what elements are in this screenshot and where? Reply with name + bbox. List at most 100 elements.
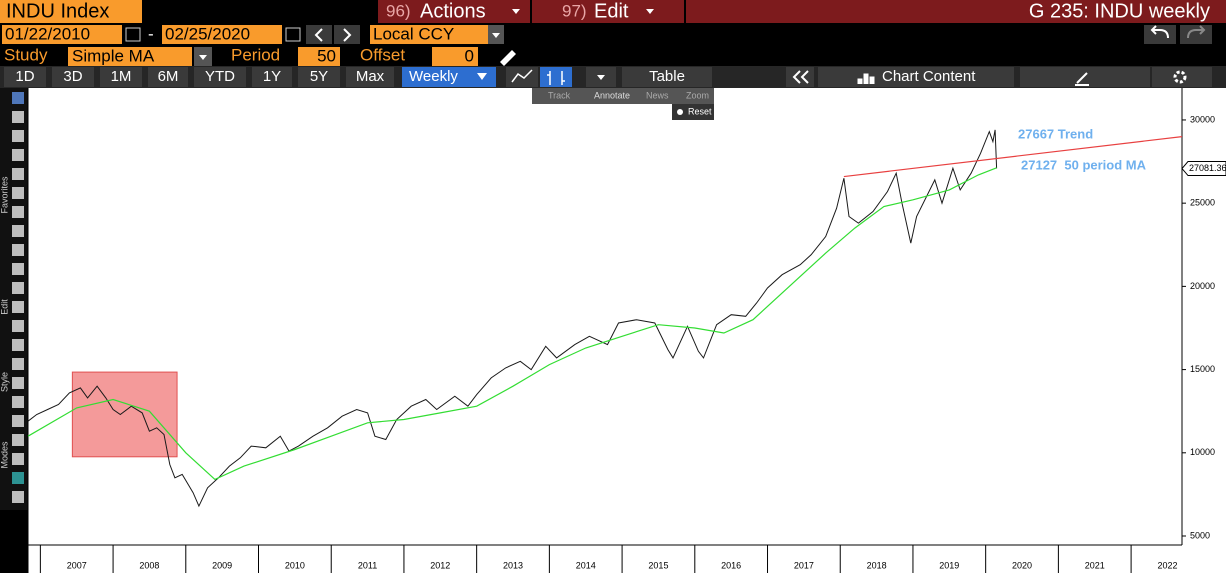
trend-line — [843, 135, 1183, 178]
period: 5Y — [310, 68, 328, 85]
security: INDU Index — [6, 0, 109, 22]
dropdown-arrow — [512, 9, 520, 14]
x-tick-label: 2021 — [1085, 560, 1105, 570]
title-bar — [686, 0, 1226, 23]
period: 1M — [111, 68, 132, 85]
period-button[interactable] — [4, 67, 46, 87]
collapse-button[interactable] — [786, 67, 814, 87]
page-title: G 235: INDU weekly — [1029, 0, 1210, 22]
currency-field[interactable] — [370, 25, 488, 44]
tool-icon[interactable] — [12, 339, 24, 351]
frequency-button[interactable] — [402, 67, 496, 87]
edit-number: 97) — [562, 1, 587, 20]
settings-icon — [1173, 70, 1187, 84]
table-button[interactable] — [622, 67, 712, 87]
tool-icon[interactable] — [12, 472, 24, 484]
tool-icon[interactable] — [12, 244, 24, 256]
tool-icon[interactable] — [12, 320, 24, 332]
chart-content: Chart Content — [882, 68, 976, 85]
period-button[interactable] — [194, 67, 246, 87]
end-date-field[interactable] — [162, 25, 282, 44]
security-field[interactable] — [0, 0, 142, 23]
dropdown-arrow — [199, 55, 207, 60]
reset: Reset — [688, 106, 712, 116]
series-line — [27, 167, 997, 481]
menu-item[interactable]: Track — [548, 90, 571, 100]
dropdown-arrow — [597, 75, 605, 80]
period: 1Y — [263, 68, 281, 85]
x-tick-label: 2013 — [503, 560, 523, 570]
y-tick-label: 10000 — [1190, 447, 1215, 457]
edit-icon — [1075, 72, 1089, 86]
tool-icon[interactable] — [12, 225, 24, 237]
x-tick-label: 2022 — [1157, 560, 1177, 570]
reset-button[interactable] — [672, 104, 714, 120]
period-button[interactable] — [346, 67, 394, 87]
redo-button[interactable] — [1180, 25, 1212, 44]
reset-icon — [677, 109, 683, 115]
period: YTD — [205, 68, 235, 85]
chart-background — [28, 88, 1226, 573]
tool-icon[interactable] — [12, 301, 24, 313]
tool-icon[interactable] — [12, 282, 24, 294]
tool-icon[interactable] — [12, 377, 24, 389]
tool-icon[interactable] — [12, 149, 24, 161]
y-tick-label: 5000 — [1190, 530, 1210, 540]
period-button[interactable] — [148, 67, 188, 87]
tool-icon[interactable] — [12, 92, 24, 104]
end-date: 02/25/2020 — [165, 24, 250, 43]
side-label: Edit — [0, 299, 9, 315]
actions-number: 96) — [386, 1, 411, 20]
settings-button[interactable] — [1152, 67, 1212, 87]
tool-icon[interactable] — [12, 491, 24, 503]
study-field[interactable] — [68, 47, 192, 66]
tool-icon[interactable] — [12, 358, 24, 370]
menu-item[interactable]: Annotate — [594, 90, 630, 100]
next-button[interactable] — [334, 25, 360, 44]
menu-item[interactable]: Zoom — [686, 90, 709, 100]
edit-button[interactable] — [1020, 67, 1150, 87]
tool-icon[interactable] — [12, 415, 24, 427]
tool-icon[interactable] — [12, 396, 24, 408]
period-button[interactable] — [252, 67, 292, 87]
tool-icon[interactable] — [12, 206, 24, 218]
x-tick-label: 2008 — [139, 560, 159, 570]
pencil-icon[interactable] — [500, 50, 516, 66]
currency: Local CCY — [373, 24, 454, 43]
calendar-icon[interactable] — [285, 27, 301, 42]
tool-icon[interactable] — [12, 434, 24, 446]
period-button[interactable] — [298, 67, 340, 87]
ma-label: 27127 50 period MA — [1021, 157, 1147, 172]
period-button[interactable] — [52, 67, 94, 87]
edit-menu[interactable] — [532, 0, 684, 23]
offset-field[interactable] — [432, 47, 478, 66]
tool-icon[interactable] — [12, 187, 24, 199]
start-date-field[interactable] — [2, 25, 122, 44]
bar-chart-button[interactable] — [540, 67, 572, 87]
x-tick-label: 2011 — [358, 560, 377, 570]
series-line — [27, 129, 998, 508]
start-date: 01/22/2010 — [5, 24, 90, 43]
period-button[interactable] — [100, 67, 142, 87]
period: 1D — [15, 68, 34, 85]
period: 3D — [63, 68, 82, 85]
edit-label: Edit — [594, 0, 629, 22]
actions-menu[interactable] — [378, 0, 530, 23]
menu-item[interactable]: News — [646, 90, 669, 100]
last-price: 27081.36 — [1189, 163, 1226, 173]
prev-button[interactable] — [306, 25, 332, 44]
study-label: Study — [4, 45, 48, 64]
range-separator: - — [148, 24, 154, 43]
tool-icon[interactable] — [12, 130, 24, 142]
table: Table — [649, 68, 685, 85]
tool-icon[interactable] — [12, 453, 24, 465]
tool-icon[interactable] — [12, 168, 24, 180]
y-tick-label: 25000 — [1190, 198, 1215, 208]
tool-icon[interactable] — [12, 263, 24, 275]
period-field[interactable] — [298, 47, 340, 66]
trend-label: 27667 Trend — [1018, 126, 1093, 141]
undo-button[interactable] — [1144, 25, 1176, 44]
tool-icon[interactable] — [12, 111, 24, 123]
calendar-icon[interactable] — [125, 27, 141, 42]
